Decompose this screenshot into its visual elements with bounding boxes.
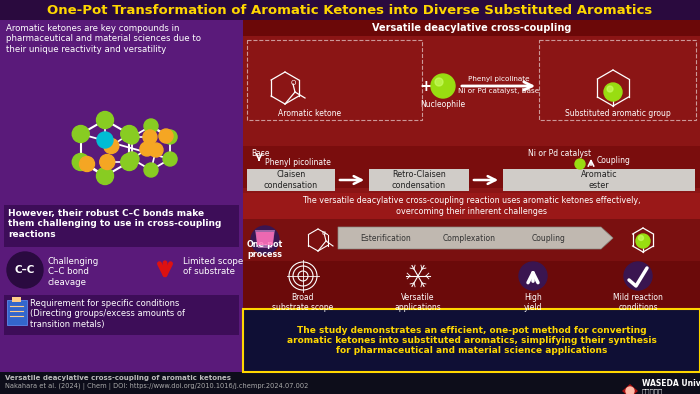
Circle shape: [72, 126, 90, 143]
Bar: [4, 295, 239, 335]
Circle shape: [104, 139, 119, 154]
Bar: [539, 40, 696, 120]
Circle shape: [125, 152, 139, 166]
Polygon shape: [256, 232, 274, 245]
Circle shape: [624, 262, 652, 290]
Text: Aromatic
ester: Aromatic ester: [581, 170, 617, 190]
Circle shape: [519, 262, 547, 290]
Circle shape: [125, 130, 139, 144]
Text: One-Pot Transformation of Aromatic Ketones into Diverse Substituted Aromatics: One-Pot Transformation of Aromatic Keton…: [48, 4, 652, 17]
Circle shape: [604, 83, 622, 101]
Circle shape: [140, 142, 154, 156]
Circle shape: [97, 132, 113, 148]
Bar: [243, 20, 700, 36]
Text: Versatile deacylative cross-coupling of aromatic ketones: Versatile deacylative cross-coupling of …: [5, 375, 231, 381]
Text: Mild reaction
conditions: Mild reaction conditions: [613, 293, 663, 312]
Bar: [0, 0, 700, 20]
Circle shape: [120, 154, 138, 171]
Circle shape: [638, 236, 643, 240]
Text: +: +: [419, 78, 433, 93]
Bar: [503, 169, 695, 191]
Circle shape: [163, 130, 177, 144]
Text: O: O: [290, 80, 295, 86]
Text: High
yield: High yield: [524, 293, 542, 312]
Text: Complexation: Complexation: [443, 234, 496, 242]
Bar: [247, 40, 422, 120]
Text: Coupling: Coupling: [597, 156, 631, 165]
Circle shape: [636, 234, 650, 248]
Circle shape: [7, 252, 43, 288]
Text: Limited scope
of substrate: Limited scope of substrate: [183, 257, 244, 277]
Text: Esterification: Esterification: [360, 234, 411, 242]
Text: 早稲田大学: 早稲田大学: [642, 388, 664, 394]
Text: Aromatic ketone: Aromatic ketone: [278, 109, 341, 118]
Bar: [243, 309, 700, 372]
Circle shape: [435, 78, 443, 86]
Circle shape: [149, 143, 163, 157]
Text: Ni or Pd catalyst: Ni or Pd catalyst: [528, 149, 591, 158]
Circle shape: [163, 152, 177, 166]
Circle shape: [607, 86, 613, 92]
Text: Nakahara et al. (2024) | Chem | DOI: https://www.doi.org/2010.1016/j.chempr.2024: Nakahara et al. (2024) | Chem | DOI: htt…: [5, 383, 309, 390]
Polygon shape: [255, 230, 275, 248]
Bar: [243, 219, 700, 261]
Circle shape: [144, 119, 158, 133]
Circle shape: [80, 156, 94, 171]
Circle shape: [97, 112, 113, 128]
Text: Aromatic ketones are key compounds in
pharmaceutical and material sciences due t: Aromatic ketones are key compounds in ph…: [6, 24, 201, 54]
Polygon shape: [338, 227, 613, 249]
Text: However, their robust C–C bonds make
them challenging to use in cross-coupling
r: However, their robust C–C bonds make the…: [8, 209, 221, 239]
Bar: [12, 297, 21, 302]
Bar: [369, 169, 469, 191]
Bar: [7, 300, 27, 325]
Circle shape: [72, 154, 90, 171]
Text: Broad
substrate scope: Broad substrate scope: [272, 293, 334, 312]
Bar: [243, 193, 700, 219]
Text: Base: Base: [251, 149, 270, 158]
Circle shape: [251, 226, 279, 254]
Circle shape: [626, 387, 634, 394]
Text: Nucleophile: Nucleophile: [421, 100, 466, 109]
Circle shape: [97, 167, 113, 184]
Text: Challenging
C–C bond
cleavage: Challenging C–C bond cleavage: [48, 257, 99, 287]
Circle shape: [431, 74, 455, 98]
Text: Phenyl picolinate: Phenyl picolinate: [468, 76, 529, 82]
Circle shape: [144, 163, 158, 177]
Text: Versatile
applications: Versatile applications: [395, 293, 442, 312]
Polygon shape: [622, 384, 638, 394]
Circle shape: [575, 159, 585, 169]
Text: Substituted aromatic group: Substituted aromatic group: [565, 109, 671, 118]
Text: Ni or Pd catalyst, Base: Ni or Pd catalyst, Base: [458, 88, 539, 94]
Bar: [243, 20, 700, 372]
Circle shape: [99, 154, 115, 169]
Text: Coupling: Coupling: [531, 234, 566, 242]
Circle shape: [120, 126, 138, 143]
Bar: [243, 146, 700, 188]
Text: One-pot
process: One-pot process: [247, 240, 283, 259]
Circle shape: [159, 129, 173, 143]
Text: Claisen
condensation: Claisen condensation: [264, 170, 318, 190]
Bar: [4, 205, 239, 247]
Text: WASEDA University: WASEDA University: [642, 379, 700, 388]
Bar: [243, 309, 700, 372]
Bar: [243, 36, 700, 156]
Text: Requirement for specific conditions
(Directing groups/excess amounts of
transiti: Requirement for specific conditions (Dir…: [30, 299, 185, 329]
Circle shape: [143, 130, 157, 144]
Bar: [0, 20, 243, 372]
Bar: [243, 261, 700, 309]
Text: Phenyl picolinate: Phenyl picolinate: [265, 158, 331, 167]
Text: O: O: [322, 231, 326, 236]
Text: The versatile deacylative cross-coupling reaction uses aromatic ketones effectiv: The versatile deacylative cross-coupling…: [302, 196, 640, 216]
Bar: [0, 372, 700, 394]
Bar: [247, 169, 335, 191]
Text: C–C: C–C: [15, 265, 35, 275]
Text: Versatile deacylative cross-coupling: Versatile deacylative cross-coupling: [372, 23, 571, 33]
Text: The study demonstrates an efficient, one-pot method for converting
aromatic keto: The study demonstrates an efficient, one…: [286, 325, 657, 355]
Text: Retro-Claisen
condensation: Retro-Claisen condensation: [392, 170, 446, 190]
